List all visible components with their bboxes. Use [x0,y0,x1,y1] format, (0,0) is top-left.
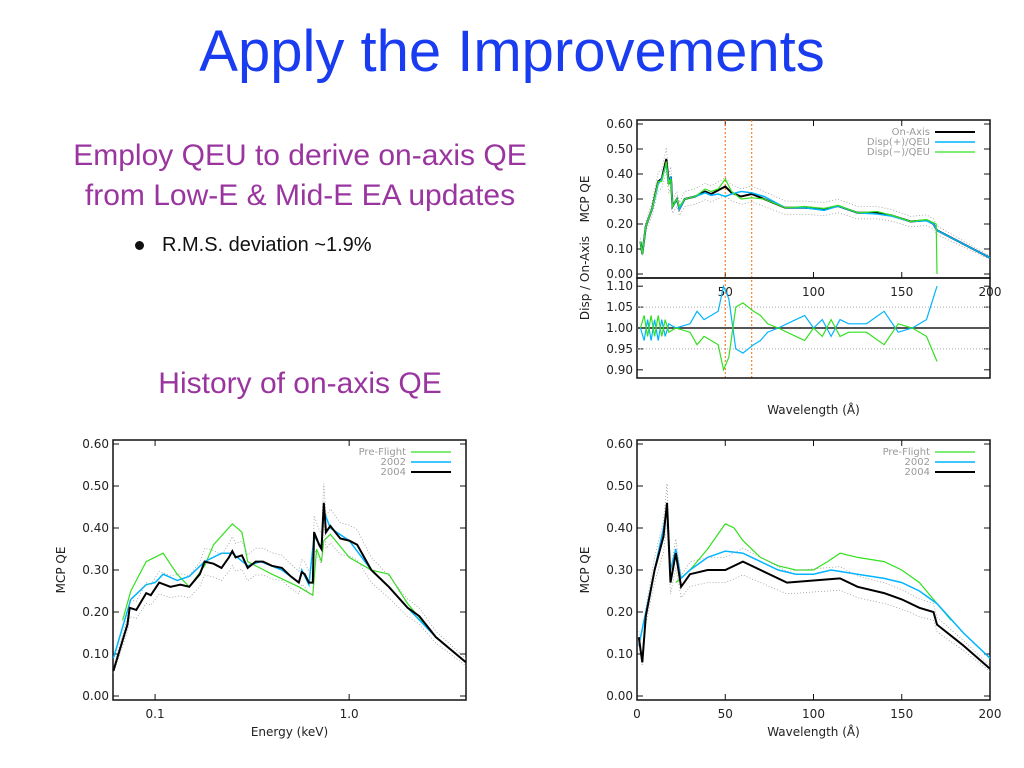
y-tick-label: 0.10 [82,647,109,661]
x-tick-label: 0 [633,707,641,721]
y-tick-label: 0.00 [606,689,633,703]
slide-subtitle: Employ QEU to derive on-axis QE from Low… [73,139,527,212]
y-tick-label: 0.40 [606,521,633,535]
bullet-item: R.M.S. deviation ~1.9% [135,234,372,257]
legend-label: Disp(+)/QEU [867,137,930,148]
x-tick-label: 50 [718,707,733,721]
x-tick-label: 200 [979,707,1002,721]
series-line-2002 [638,506,991,659]
x-tick-label: 150 [890,285,913,299]
legend-label: 2002 [905,457,930,468]
y-axis-label: Disp / On-Axis [578,236,592,320]
x-axis-label: Wavelength (Å) [767,402,860,417]
y-tick-label: 0.30 [606,192,633,206]
series-line-2004 [112,502,467,672]
error-band-line [640,147,991,257]
y-tick-label: 1.10 [606,279,633,293]
x-tick-label: 100 [802,285,825,299]
error-band-line [638,522,991,672]
x-axis-label: Wavelength (Å) [767,724,860,739]
y-tick-label: 0.90 [606,363,633,377]
y-tick-label: 0.60 [82,437,109,451]
y-tick-label: 0.20 [606,605,633,619]
x-tick-label: 150 [890,707,913,721]
series-line-disp-on-axis [639,284,938,354]
y-tick-label: 0.20 [82,605,109,619]
series-line-disp-qeu [639,163,991,259]
series-line-2002 [112,510,467,663]
series-line-pre-flight [675,523,952,621]
series-line-pre-flight [122,522,467,663]
y-tick-label: 0.50 [82,479,109,493]
series-line-disp-qeu [639,161,938,275]
y-tick-label: 0.60 [606,437,633,451]
y-tick-label: 0.30 [82,563,109,577]
x-tick-label: 1.0 [340,707,359,721]
legend-label: Disp(−)/QEU [867,147,930,158]
error-band-line [113,522,467,674]
y-axis-label: MCP QE [578,176,592,223]
energy-plot-frame [112,439,467,701]
error-band-line [638,483,991,667]
y-tick-label: 0.50 [606,142,633,156]
y-tick-label: 0.40 [82,521,109,535]
legend-label: On-Axis [892,127,930,138]
x-tick-label: 100 [802,707,825,721]
bullet-icon [135,241,144,251]
y-tick-label: 0.30 [606,563,633,577]
legend-label: Pre-Flight [883,447,931,458]
y-axis-label: MCP QE [578,547,592,594]
y-tick-label: 0.50 [606,479,633,493]
bullet-text: R.M.S. deviation ~1.9% [162,234,372,256]
x-axis-label: Energy (keV) [251,725,328,739]
history-heading: History of on-axis QE [158,367,442,400]
legend-label: 2002 [381,457,406,468]
y-tick-label: 0.20 [606,217,633,231]
series-line-disp-on-axis [639,302,938,372]
y-tick-label: 0.95 [606,342,633,356]
y-tick-label: 0.00 [606,267,633,281]
legend-label: 2004 [381,467,406,478]
series-line-on-axis [639,158,991,259]
y-axis-label: MCP QE [54,547,68,594]
legend-label: 2004 [905,467,930,478]
y-tick-label: 0.40 [606,167,633,181]
y-tick-label: 1.00 [606,321,633,335]
y-tick-label: 0.10 [606,647,633,661]
error-band-line [640,170,991,260]
y-tick-label: 0.10 [606,242,633,256]
slide-title: Apply the Improvements [199,19,825,84]
x-tick-label: 0.1 [146,707,165,721]
y-tick-label: 0.00 [82,689,109,703]
y-tick-label: 0.60 [606,117,633,131]
legend-label: Pre-Flight [359,447,407,458]
y-tick-label: 1.05 [606,300,633,314]
series-line-2004 [637,502,991,670]
